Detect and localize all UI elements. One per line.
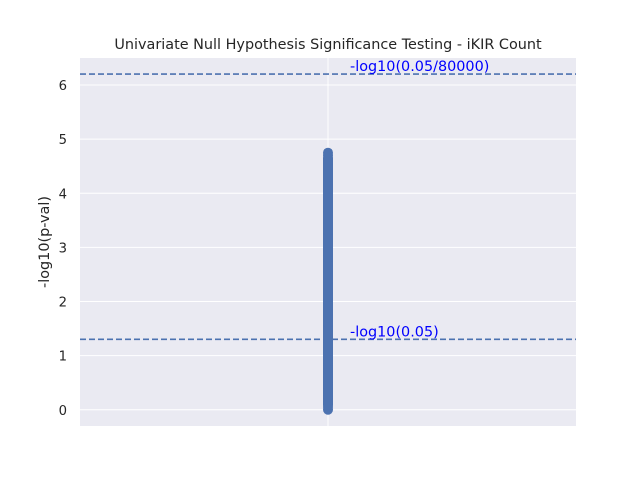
- data-point: [323, 147, 333, 158]
- y-axis-label: -log10(p-val): [37, 196, 53, 288]
- y-tick-label: 3: [59, 241, 67, 256]
- y-tick-label: 5: [59, 133, 67, 148]
- reference-lines: -log10(0.05/80000) -log10(0.05): [80, 59, 576, 340]
- y-tick-label: 2: [59, 296, 67, 311]
- chart-title: Univariate Null Hypothesis Significance …: [114, 37, 542, 53]
- threshold-label: -log10(0.05/80000): [350, 59, 489, 75]
- data-points: [323, 147, 333, 415]
- threshold-label: -log10(0.05): [350, 324, 439, 340]
- y-tick-labels: 0 1 2 3 4 5 6: [59, 79, 67, 419]
- y-tick-label: 6: [59, 79, 67, 94]
- y-tick-label: 4: [59, 187, 67, 202]
- y-tick-label: 0: [59, 404, 67, 419]
- y-tick-label: 1: [59, 350, 67, 365]
